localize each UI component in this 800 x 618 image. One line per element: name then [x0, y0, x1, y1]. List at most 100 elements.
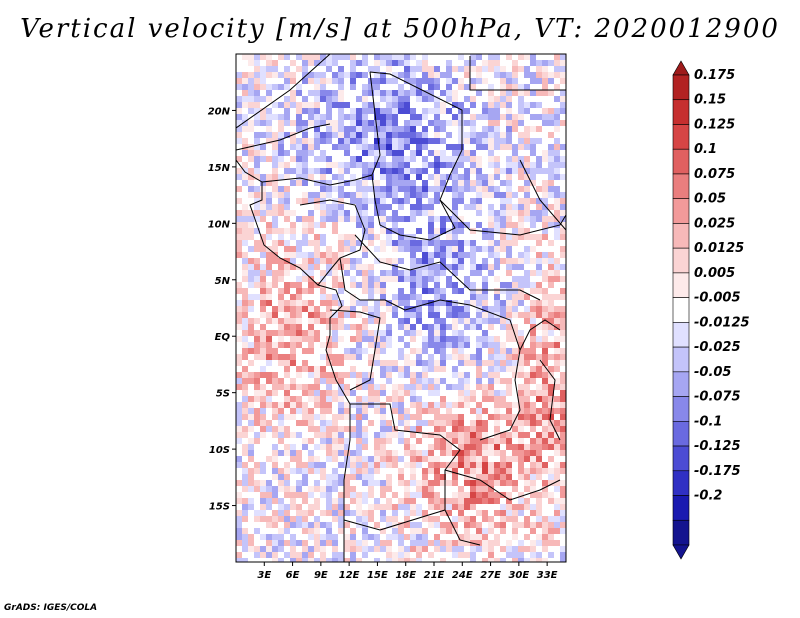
field-cell [356, 150, 363, 157]
field-cell [506, 144, 513, 151]
field-cell [272, 228, 279, 235]
field-cell [362, 54, 369, 61]
field-cell [254, 480, 261, 487]
field-cell [542, 336, 549, 343]
field-cell [242, 372, 249, 379]
field-cell [326, 294, 333, 301]
field-cell [512, 390, 519, 397]
field-cell [272, 258, 279, 265]
field-cell [350, 216, 357, 223]
field-cell [548, 516, 555, 523]
field-cell [386, 60, 393, 67]
field-cell [446, 72, 453, 79]
field-cell [356, 498, 363, 505]
field-cell [530, 516, 537, 523]
field-cell [380, 438, 387, 445]
field-cell [464, 72, 471, 79]
field-cell [338, 516, 345, 523]
field-cell [548, 456, 555, 463]
field-cell [470, 348, 477, 355]
field-cell [236, 174, 243, 181]
field-cell [362, 60, 369, 67]
field-cell [350, 438, 357, 445]
field-cell [410, 522, 417, 529]
field-cell [284, 372, 291, 379]
field-cell [398, 318, 405, 325]
field-cell [416, 402, 423, 409]
field-cell [416, 336, 423, 343]
field-cell [362, 516, 369, 523]
field-cell [368, 162, 375, 169]
field-cell [422, 348, 429, 355]
field-cell [458, 78, 465, 85]
field-cell [512, 486, 519, 493]
field-cell [380, 324, 387, 331]
field-cell [488, 528, 495, 535]
field-cell [242, 432, 249, 439]
field-cell [302, 360, 309, 367]
field-cell [248, 270, 255, 277]
field-cell [350, 270, 357, 277]
field-cell [290, 426, 297, 433]
field-cell [428, 192, 435, 199]
field-cell [314, 468, 321, 475]
field-cell [470, 102, 477, 109]
field-cell [308, 258, 315, 265]
field-cell [416, 330, 423, 337]
field-cell [542, 324, 549, 331]
field-cell [242, 348, 249, 355]
field-cell [260, 354, 267, 361]
field-cell [428, 126, 435, 133]
field-cell [260, 276, 267, 283]
field-cell [278, 204, 285, 211]
field-cell [554, 258, 561, 265]
field-cell [308, 228, 315, 235]
field-cell [332, 78, 339, 85]
field-cell [332, 546, 339, 553]
field-cell [338, 414, 345, 421]
field-cell [542, 54, 549, 61]
field-cell [236, 312, 243, 319]
field-cell [290, 330, 297, 337]
field-cell [242, 66, 249, 73]
field-cell [524, 324, 531, 331]
field-cell [302, 228, 309, 235]
field-cell [242, 468, 249, 475]
field-cell [518, 342, 525, 349]
field-cell [380, 264, 387, 271]
field-cell [422, 210, 429, 217]
field-cell [314, 246, 321, 253]
field-cell [386, 426, 393, 433]
field-cell [266, 516, 273, 523]
field-cell [380, 384, 387, 391]
field-cell [338, 366, 345, 373]
field-cell [344, 354, 351, 361]
field-cell [362, 450, 369, 457]
field-cell [272, 378, 279, 385]
field-cell [284, 366, 291, 373]
field-cell [374, 318, 381, 325]
field-cell [242, 480, 249, 487]
field-cell [248, 402, 255, 409]
field-cell [380, 126, 387, 133]
field-cell [302, 54, 309, 61]
field-cell [452, 552, 459, 559]
field-cell [266, 216, 273, 223]
field-cell [362, 390, 369, 397]
field-cell [500, 234, 507, 241]
field-cell [494, 120, 501, 127]
field-cell [548, 462, 555, 469]
field-cell [272, 402, 279, 409]
field-cell [428, 138, 435, 145]
field-cell [416, 462, 423, 469]
field-cell [464, 546, 471, 553]
field-cell [392, 234, 399, 241]
field-cell [542, 186, 549, 193]
field-cell [548, 558, 555, 562]
field-cell [524, 258, 531, 265]
field-cell [320, 54, 327, 61]
field-cell [440, 222, 447, 229]
field-cell [296, 84, 303, 91]
field-cell [326, 504, 333, 511]
